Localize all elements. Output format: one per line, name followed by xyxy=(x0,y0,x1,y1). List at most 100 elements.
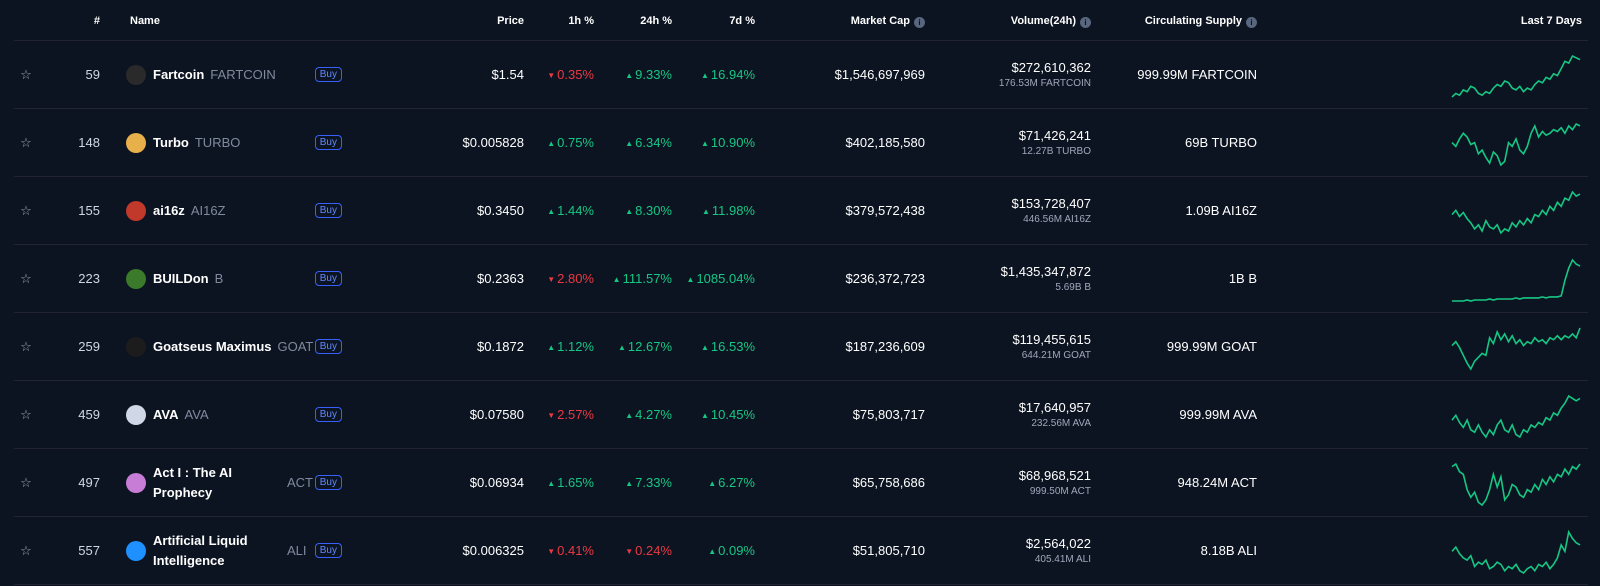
coin-price: $0.06934 xyxy=(469,475,524,490)
info-icon[interactable]: i xyxy=(914,16,925,28)
buy-button[interactable]: Buy xyxy=(314,407,342,422)
circulating-supply-value: 8.18B ALI xyxy=(1200,543,1257,558)
caret-up-icon: ▲ xyxy=(700,139,709,148)
watchlist-star-icon[interactable]: ☆ xyxy=(20,270,32,286)
h1-change: ▼ 2.57% xyxy=(547,407,594,422)
coin-name-cell[interactable]: Fartcoin FARTCOIN Buy xyxy=(126,41,350,108)
header-market-cap[interactable]: Market Cap i xyxy=(759,2,925,41)
watchlist-star-icon[interactable]: ☆ xyxy=(20,474,32,490)
coin-price: $0.07580 xyxy=(469,407,524,422)
header-1h[interactable]: 1h % xyxy=(528,2,598,41)
header-24h[interactable]: 24h % xyxy=(598,2,676,41)
coin-symbol: ALI xyxy=(287,543,307,558)
h24-change: ▼ 0.24% xyxy=(625,543,672,558)
volume-value: $2,564,022 xyxy=(1025,536,1091,551)
caret-up-icon: ▲ xyxy=(612,275,621,284)
table-row[interactable]: ☆ 223 BUILDon B Buy $0.2363 ▼ 2.80% ▲ 111.… xyxy=(14,244,1588,313)
sparkline-chart xyxy=(1451,327,1581,371)
coin-price: $0.3450 xyxy=(477,203,524,218)
table-row[interactable]: ☆ 259 Goatseus Maximus GOAT Buy $0.1872 … xyxy=(14,312,1588,381)
buy-button[interactable]: Buy xyxy=(314,67,342,82)
caret-down-icon: ▼ xyxy=(547,547,556,556)
header-last-7-days: Last 7 Days xyxy=(1257,2,1588,41)
buy-button[interactable]: Buy xyxy=(314,543,342,558)
h24-change: ▲ 12.67% xyxy=(617,339,672,354)
header-name[interactable]: Name xyxy=(126,2,350,41)
watchlist-star-icon[interactable]: ☆ xyxy=(20,542,32,558)
circulating-supply-value: 948.24M ACT xyxy=(1177,475,1258,490)
header-circulating-supply[interactable]: Circulating Supply i xyxy=(1091,2,1257,41)
volume-value: $119,455,615 xyxy=(1012,332,1091,347)
buy-button[interactable]: Buy xyxy=(314,203,342,218)
buy-button[interactable]: Buy xyxy=(314,135,342,150)
coin-price: $0.1872 xyxy=(477,339,524,354)
circulating-supply-value: 1B B xyxy=(1228,271,1257,286)
h1-change: ▼ 2.80% xyxy=(547,271,594,286)
watchlist-star-icon[interactable]: ☆ xyxy=(20,134,32,150)
coin-rank: 59 xyxy=(85,67,100,82)
h24-change: ▲ 9.33% xyxy=(625,67,672,82)
caret-up-icon: ▲ xyxy=(625,71,634,80)
coin-name[interactable]: Act I : The AI Prophecy xyxy=(153,464,232,500)
market-cap-value: $379,572,438 xyxy=(845,203,925,218)
coin-name[interactable]: AVA xyxy=(153,407,179,422)
caret-up-icon: ▲ xyxy=(625,479,634,488)
coin-name-cell[interactable]: ai16z AI16Z Buy xyxy=(126,177,350,244)
coin-symbol: B xyxy=(214,271,224,286)
coin-name[interactable]: Turbo xyxy=(153,135,189,150)
table-row[interactable]: ☆ 155 ai16z AI16Z Buy $0.3450 ▲ 1.44% ▲ 8.… xyxy=(14,176,1588,245)
volume-token-amount: 12.27B TURBO xyxy=(1021,146,1091,157)
table-row[interactable]: ☆ 59 Fartcoin FARTCOIN Buy $1.54 ▼ 0.35% … xyxy=(14,40,1588,109)
d7-change: ▲ 11.98% xyxy=(701,203,755,218)
coin-name[interactable]: Artificial Liquid Intelligence xyxy=(153,532,248,568)
circulating-supply-value: 999.99M FARTCOIN xyxy=(1137,67,1257,82)
h24-change: ▲ 6.34% xyxy=(625,135,672,150)
watchlist-star-icon[interactable]: ☆ xyxy=(20,338,32,354)
watchlist-star-icon[interactable]: ☆ xyxy=(20,406,32,422)
coin-name-cell[interactable]: Goatseus Maximus GOAT Buy xyxy=(126,313,350,380)
h24-change: ▲ 7.33% xyxy=(625,475,672,490)
table-row[interactable]: ☆ 497 Act I : The AI Prophecy ACT Buy $0… xyxy=(14,448,1588,517)
coin-price: $0.2363 xyxy=(477,271,524,286)
coin-name-cell[interactable]: Turbo TURBO Buy xyxy=(126,109,350,176)
coin-name-cell[interactable]: Artificial Liquid Intelligence ALI Buy xyxy=(126,517,350,584)
table-row[interactable]: ☆ 148 Turbo TURBO Buy $0.005828 ▲ 0.75% ▲… xyxy=(14,108,1588,177)
header-volume[interactable]: Volume(24h) i xyxy=(925,2,1091,41)
coin-name[interactable]: BUILDon xyxy=(153,271,209,286)
table-row[interactable]: ☆ 557 Artificial Liquid Intelligence ALI… xyxy=(14,516,1588,585)
coin-rank: 259 xyxy=(78,339,100,354)
buy-button[interactable]: Buy xyxy=(314,475,342,490)
coin-logo-icon xyxy=(126,268,146,289)
market-cap-value: $65,758,686 xyxy=(852,475,925,490)
buy-button[interactable]: Buy xyxy=(314,271,342,286)
coin-name[interactable]: Goatseus Maximus xyxy=(153,339,272,354)
sparkline-chart xyxy=(1451,54,1581,98)
coin-name-cell[interactable]: AVA AVA Buy xyxy=(126,381,350,448)
d7-change: ▲ 10.90% xyxy=(700,135,755,150)
coin-name[interactable]: ai16z xyxy=(153,203,185,218)
coin-rank: 148 xyxy=(78,135,100,150)
info-icon[interactable]: i xyxy=(1246,16,1257,28)
watchlist-star-icon[interactable]: ☆ xyxy=(20,202,32,218)
coin-logo-icon xyxy=(126,540,146,561)
header-price[interactable]: Price xyxy=(350,2,528,41)
caret-down-icon: ▼ xyxy=(547,411,556,420)
header-7d[interactable]: 7d % xyxy=(676,2,759,41)
h24-change: ▲ 8.30% xyxy=(625,203,672,218)
h1-change: ▲ 1.44% xyxy=(547,203,594,218)
coin-symbol: AVA xyxy=(184,407,209,422)
info-icon[interactable]: i xyxy=(1080,16,1091,28)
coin-name-cell[interactable]: BUILDon B Buy xyxy=(126,245,350,312)
coin-rank: 223 xyxy=(78,271,100,286)
header-rank[interactable]: # xyxy=(38,2,106,41)
coin-name[interactable]: Fartcoin xyxy=(153,67,205,82)
d7-change: ▲ 16.53% xyxy=(700,339,755,354)
coin-symbol: AI16Z xyxy=(190,203,226,218)
volume-token-amount: 232.56M AVA xyxy=(1031,418,1091,429)
coin-name-cell[interactable]: Act I : The AI Prophecy ACT Buy xyxy=(126,449,350,516)
volume-token-amount: 405.41M ALI xyxy=(1034,554,1091,565)
buy-button[interactable]: Buy xyxy=(314,339,342,354)
watchlist-star-icon[interactable]: ☆ xyxy=(20,66,32,82)
table-row[interactable]: ☆ 459 AVA AVA Buy $0.07580 ▼ 2.57% ▲ 4.27%… xyxy=(14,380,1588,449)
coin-symbol: ACT xyxy=(287,475,313,490)
